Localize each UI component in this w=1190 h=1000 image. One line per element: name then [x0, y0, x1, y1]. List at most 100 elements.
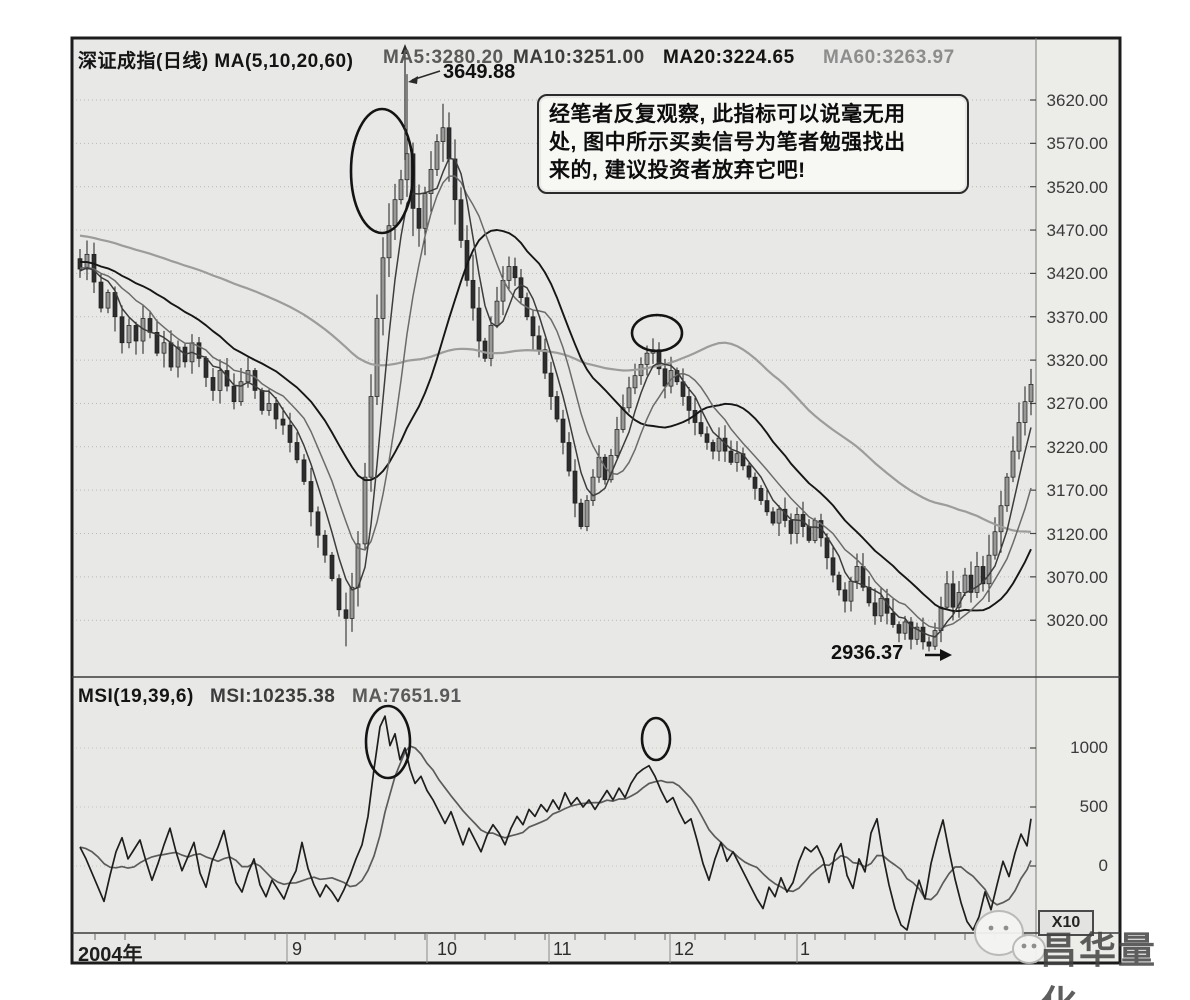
candle-body [434, 141, 440, 170]
candle-body [680, 381, 686, 397]
buy-sell-signal-ellipse [630, 313, 684, 353]
ma20-value: MA20:3224.65 [663, 47, 795, 68]
candle-body [329, 554, 335, 579]
price-axis-label: 3470.00 [1046, 221, 1108, 241]
candle-body [343, 609, 349, 619]
candle-body [231, 385, 237, 403]
candle-body [301, 459, 307, 482]
candle-body [962, 574, 968, 593]
price-axis-label: 3570.00 [1046, 134, 1108, 154]
candle-body [866, 586, 872, 604]
candle-body [794, 514, 800, 534]
axis-column [1036, 40, 1118, 961]
candle-body [560, 418, 566, 443]
candle-body [968, 574, 974, 593]
candle-body [398, 179, 404, 201]
candle-body [476, 307, 482, 342]
candle-body [824, 537, 830, 559]
candle-body [812, 520, 818, 541]
ma10-value: MA10:3251.00 [513, 47, 645, 68]
candle-body [280, 418, 286, 426]
candle-body [710, 442, 716, 452]
candle-body [920, 626, 926, 643]
candle-body [584, 500, 590, 527]
candle-body [944, 583, 950, 608]
candle-body [788, 520, 794, 534]
price-axis-label: 3020.00 [1046, 611, 1108, 631]
candle-body [126, 325, 132, 344]
candle-body [620, 407, 626, 430]
candle-body [566, 442, 572, 472]
price-axis-label: 3520.00 [1046, 177, 1108, 197]
candle-body [536, 335, 542, 351]
candle-body [98, 281, 104, 309]
candle-body [210, 377, 216, 391]
candle-body [1028, 384, 1034, 403]
candle-body [878, 598, 884, 617]
price-axis-label: 3370.00 [1046, 307, 1108, 327]
msi-axis-label: 0 [1098, 856, 1108, 875]
candle-body [830, 557, 836, 576]
msi-axis-label: 1000 [1070, 738, 1108, 757]
candle-body [266, 403, 272, 411]
wechat-bubble-eye [988, 925, 994, 931]
candle-body [259, 390, 265, 411]
candle-body [776, 508, 782, 524]
candle-body [374, 318, 380, 397]
candle-body [764, 500, 770, 513]
candle-body [548, 372, 554, 397]
candle-body [896, 624, 902, 634]
candle-body [315, 511, 321, 536]
candle-body [932, 630, 938, 647]
candle-body [1022, 401, 1028, 423]
candle-body [416, 208, 422, 229]
price-axis-label: 3170.00 [1046, 481, 1108, 501]
candle-body [902, 621, 908, 634]
candle-body [530, 316, 536, 337]
candle-body [446, 127, 452, 160]
candle-body [494, 300, 500, 326]
candle-body [422, 193, 428, 229]
candle-body [440, 127, 446, 142]
candle-body [380, 257, 386, 319]
candle-body [355, 543, 361, 588]
candle-body [974, 566, 980, 593]
candle-body [842, 589, 848, 602]
candle-body [500, 279, 506, 302]
watermark-text: 昌华量化 [1040, 930, 1157, 1000]
candle-body [572, 470, 578, 504]
month-label: 10 [437, 939, 458, 959]
candle-body [147, 318, 153, 333]
price-axis-label: 3320.00 [1046, 351, 1108, 371]
ma20-line [79, 229, 1032, 613]
candle-body [806, 526, 812, 541]
candle-body [482, 340, 488, 359]
candle-body [119, 316, 125, 344]
month-label: 9 [292, 939, 303, 959]
candle-body [386, 225, 392, 259]
candle-body [890, 612, 896, 625]
candle-body [950, 583, 956, 608]
candle-body [662, 368, 668, 387]
annotation-note: 经笔者反复观察, 此指标可以说毫无用 处, 图中所示买卖信号为笔者勉强找出 来的… [537, 94, 969, 194]
buy-sell-signal-ellipse [364, 704, 412, 780]
ma60-value: MA60:3263.97 [823, 47, 955, 68]
buy-sell-signal-ellipse [349, 107, 415, 235]
peak-pointer-arrowhead [401, 44, 409, 54]
candle-body [542, 349, 548, 374]
wechat-bubble-eye [1003, 925, 1009, 931]
candle-body [368, 396, 374, 478]
candle-body [626, 387, 632, 409]
candle-body [294, 442, 300, 461]
ma5-line [79, 157, 1032, 638]
candle-body [554, 396, 560, 420]
candle-body [512, 266, 518, 279]
candle-body [252, 370, 258, 391]
ma10-line [79, 175, 1032, 630]
candle-body [488, 325, 494, 359]
candle-body [728, 450, 734, 463]
msi-title: MSI(19,39,6) [78, 686, 194, 707]
candle-body [273, 403, 279, 420]
wechat-bubble [974, 910, 1024, 956]
candle-body [758, 488, 764, 501]
